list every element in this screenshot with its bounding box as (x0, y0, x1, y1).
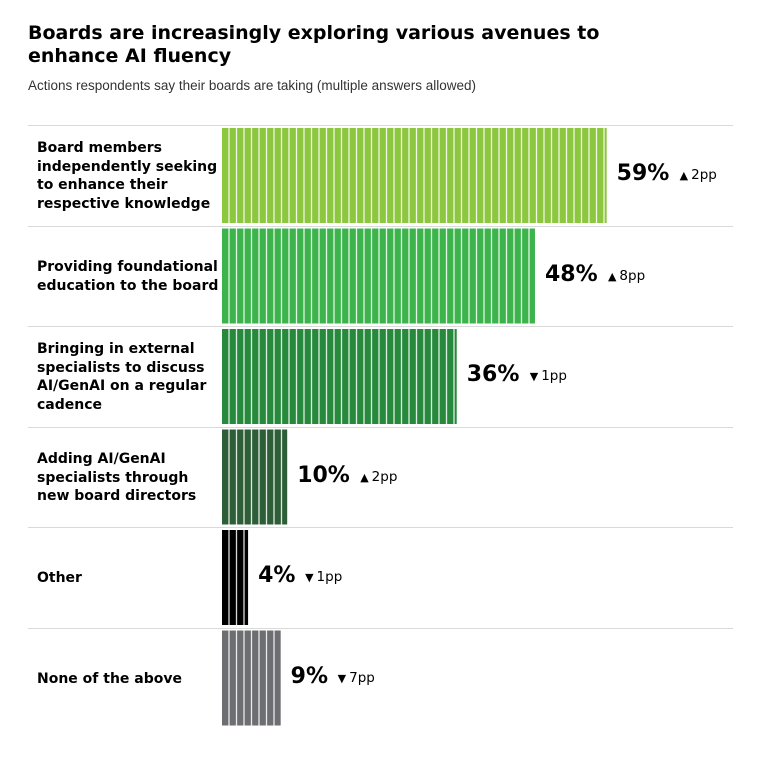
change-label: 8pp (619, 267, 646, 284)
bar (222, 429, 288, 525)
bar-stripes (228, 128, 605, 223)
category-label: Other (37, 570, 82, 586)
value-label: 9% (290, 663, 329, 689)
triangle-down-icon: ▼ (337, 671, 347, 685)
change-indicator: ▼ 7pp (338, 669, 375, 688)
change-label: 2pp (371, 468, 398, 485)
bar (222, 329, 457, 424)
value-label: 59% (616, 161, 670, 187)
bar-stripes (228, 429, 283, 525)
bar (222, 128, 607, 223)
change-indicator: ▲ 8pp (608, 267, 645, 286)
category-label: Providing foundational education to the … (37, 259, 219, 294)
triangle-up-icon: ▲ (360, 470, 369, 484)
triangle-up-icon: ▲ (679, 169, 689, 183)
change-indicator: ▼ 1pp (305, 568, 342, 587)
change-label: 1pp (541, 368, 567, 385)
category-label: Bringing in external specialists to disc… (37, 341, 207, 413)
category-label: Board members independently seeking to e… (37, 140, 218, 212)
bar-stripes (228, 630, 275, 726)
bar-chart: Board members independently seeking to e… (28, 125, 733, 728)
change-label: 1pp (316, 569, 343, 586)
change-indicator: ▲ 2pp (360, 468, 397, 487)
triangle-up-icon: ▲ (607, 269, 617, 283)
chart-title: Boards are increasingly exploring variou… (28, 22, 600, 67)
bar-stripes (228, 530, 245, 625)
value-label: 4% (258, 563, 296, 589)
change-label: 2pp (691, 167, 717, 184)
value-label: 36% (466, 362, 520, 388)
category-label: Adding AI/GenAI specialists through new … (37, 451, 197, 504)
change-indicator: ▲ 2pp (680, 166, 717, 185)
bar-stripes (228, 228, 530, 324)
triangle-down-icon: ▼ (305, 571, 314, 585)
bar-stripes (228, 329, 455, 424)
bar-chart-svg (28, 125, 733, 726)
triangle-down-icon: ▼ (529, 370, 539, 384)
value-label: 48% (544, 261, 598, 287)
change-label: 7pp (349, 669, 375, 686)
value-label: 10% (297, 462, 350, 488)
chart-subtitle: Actions respondents say their boards are… (28, 78, 476, 93)
category-label: None of the above (37, 670, 182, 687)
change-indicator: ▼ 1pp (530, 367, 567, 386)
